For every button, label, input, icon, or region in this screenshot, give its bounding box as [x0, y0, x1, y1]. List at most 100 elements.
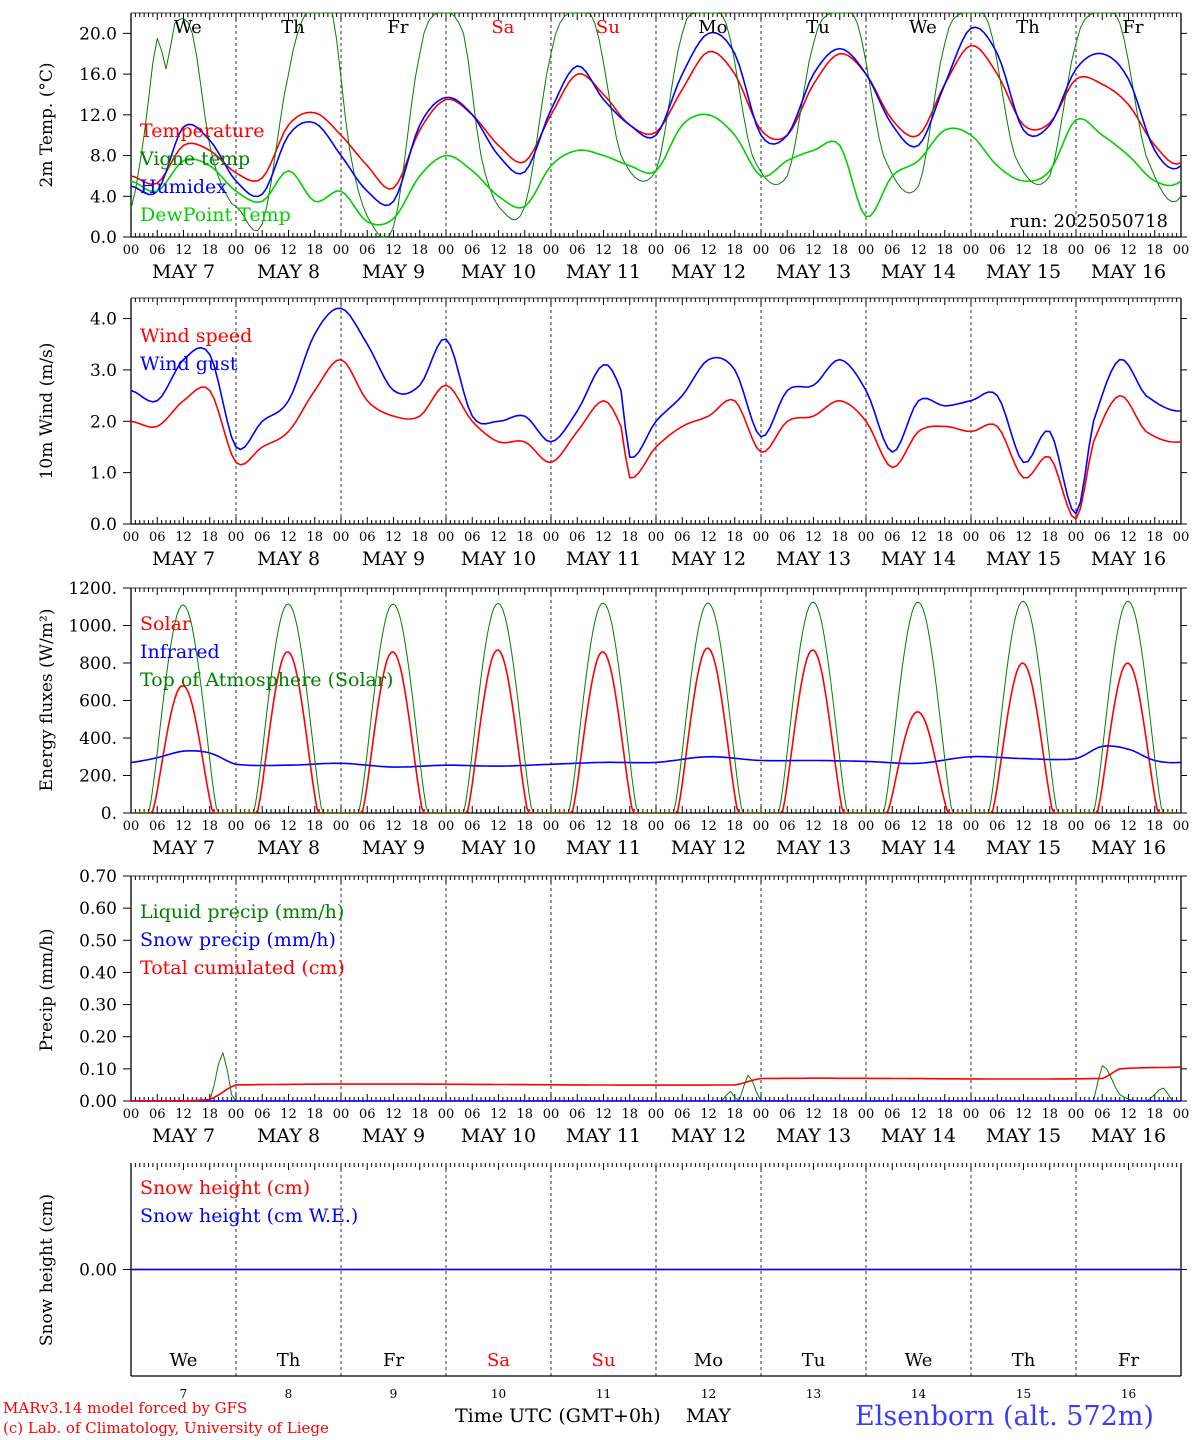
- hour-tick-label: 00: [1068, 1107, 1085, 1122]
- legend-entry: Infrared: [140, 641, 220, 663]
- y-axis-title: Precip (mm/h): [37, 928, 57, 1051]
- hour-tick-label: 12: [385, 243, 402, 258]
- day-header: MAY 13: [776, 837, 851, 859]
- x-axis-month: MAY: [686, 1405, 731, 1427]
- legend-entry: Snow height (cm W.E.): [140, 1205, 358, 1227]
- hour-tick-label: 18: [306, 819, 323, 834]
- hour-tick-label: 00: [753, 1107, 770, 1122]
- hour-tick-label: 18: [516, 530, 533, 545]
- y-tick-label: 20.0: [79, 24, 117, 44]
- day-header: MAY 10: [461, 261, 536, 283]
- hour-tick-label: 18: [516, 819, 533, 834]
- hour-tick-label: 06: [464, 530, 481, 545]
- hour-tick-label: 18: [831, 530, 848, 545]
- weekday-label: Mo: [698, 17, 727, 38]
- legend-entry: Wind gust: [140, 353, 238, 375]
- hour-tick-label: 12: [1015, 243, 1032, 258]
- hour-tick-label: 06: [464, 1107, 481, 1122]
- day-header: MAY 10: [461, 548, 536, 570]
- weekday-label: Tu: [802, 1350, 826, 1371]
- hour-tick-label: 06: [569, 243, 586, 258]
- hour-tick-label: 18: [621, 819, 638, 834]
- hour-tick-label: 12: [910, 819, 927, 834]
- y-tick-label: 400.: [79, 729, 117, 749]
- day-header: MAY 13: [776, 1125, 851, 1147]
- series-line-3: [130, 113, 1182, 226]
- y-tick-label: 4.0: [90, 187, 117, 207]
- hour-tick-label: 12: [1015, 1107, 1032, 1122]
- series-line-2: [131, 1066, 1182, 1102]
- hour-tick-label: 00: [123, 819, 140, 834]
- day-header: MAY 11: [566, 837, 641, 859]
- y-tick-label: 200.: [79, 767, 117, 787]
- hour-tick-label: 00: [1068, 243, 1085, 258]
- hour-tick-label: 18: [936, 819, 953, 834]
- hour-tick-label: 06: [674, 530, 691, 545]
- hour-tick-label: 12: [175, 819, 192, 834]
- hour-tick-label: 18: [1041, 530, 1058, 545]
- hour-tick-label: 12: [490, 819, 507, 834]
- day-header: MAY 8: [257, 1125, 320, 1147]
- day-header: MAY 16: [1091, 837, 1166, 859]
- hour-tick-label: 18: [411, 530, 428, 545]
- hour-tick-label: 00: [123, 1107, 140, 1122]
- hour-tick-label: 18: [306, 243, 323, 258]
- y-tick-label: 0.10: [79, 1060, 117, 1080]
- hour-tick-label: 06: [989, 243, 1006, 258]
- hour-tick-label: 06: [1094, 1107, 1111, 1122]
- hour-tick-label: 06: [569, 530, 586, 545]
- day-number: 13: [806, 1387, 821, 1401]
- hour-tick-label: 06: [359, 243, 376, 258]
- hour-tick-label: 12: [175, 530, 192, 545]
- hour-tick-label: 06: [884, 243, 901, 258]
- hour-tick-label: 00: [333, 819, 350, 834]
- hour-tick-label: 12: [805, 819, 822, 834]
- y-tick-label: 0.00: [79, 1261, 117, 1281]
- hour-tick-label: 00: [438, 1107, 455, 1122]
- day-header: MAY 15: [986, 837, 1061, 859]
- y-axis-title: 2m Temp. (°C): [37, 62, 57, 187]
- day-header: MAY 10: [461, 837, 536, 859]
- legend-entry: Snow precip (mm/h): [140, 929, 336, 951]
- day-header: MAY 11: [566, 261, 641, 283]
- y-tick-label: 0.: [101, 804, 117, 824]
- day-header: MAY 16: [1091, 1125, 1166, 1147]
- series-line-2: [130, 26, 1182, 207]
- hour-tick-label: 00: [1173, 243, 1190, 258]
- day-header: MAY 15: [986, 1125, 1061, 1147]
- hour-tick-label: 00: [438, 530, 455, 545]
- day-header: MAY 11: [566, 1125, 641, 1147]
- day-number: 16: [1121, 1387, 1136, 1401]
- hour-tick-label: 06: [254, 530, 271, 545]
- hour-tick-label: 18: [1041, 1107, 1058, 1122]
- hour-tick-label: 00: [1068, 819, 1085, 834]
- legend-entry: Top of Atmosphere (Solar): [140, 669, 393, 691]
- hour-tick-label: 18: [306, 530, 323, 545]
- hour-tick-label: 00: [858, 1107, 875, 1122]
- day-header: MAY 16: [1091, 548, 1166, 570]
- y-tick-label: 0.50: [79, 931, 117, 951]
- station-name: Elsenborn (alt. 572m): [855, 1401, 1154, 1432]
- day-number: 11: [596, 1387, 611, 1401]
- day-number: 14: [911, 1387, 927, 1401]
- y-axis-title: 10m Wind (m/s): [37, 343, 57, 480]
- hour-tick-label: 12: [490, 243, 507, 258]
- hour-tick-label: 18: [201, 819, 218, 834]
- hour-tick-label: 06: [569, 819, 586, 834]
- hour-tick-label: 06: [149, 1107, 166, 1122]
- hour-tick-label: 18: [516, 1107, 533, 1122]
- hour-tick-label: 12: [280, 1107, 297, 1122]
- day-header: MAY 12: [671, 548, 746, 570]
- day-header: MAY 13: [776, 548, 851, 570]
- y-tick-label: 600.: [79, 692, 117, 712]
- weekday-label: Th: [1016, 17, 1040, 38]
- y-tick-label: 4.0: [90, 310, 117, 330]
- hour-tick-label: 06: [254, 819, 271, 834]
- hour-tick-label: 18: [1146, 1107, 1163, 1122]
- hour-tick-label: 06: [674, 243, 691, 258]
- weekday-label: Su: [592, 1350, 616, 1371]
- hour-tick-label: 12: [175, 1107, 192, 1122]
- run-annotation: run: 2025050718: [1010, 211, 1168, 232]
- y-tick-label: 0.00: [79, 1092, 117, 1112]
- hour-tick-label: 12: [1120, 243, 1137, 258]
